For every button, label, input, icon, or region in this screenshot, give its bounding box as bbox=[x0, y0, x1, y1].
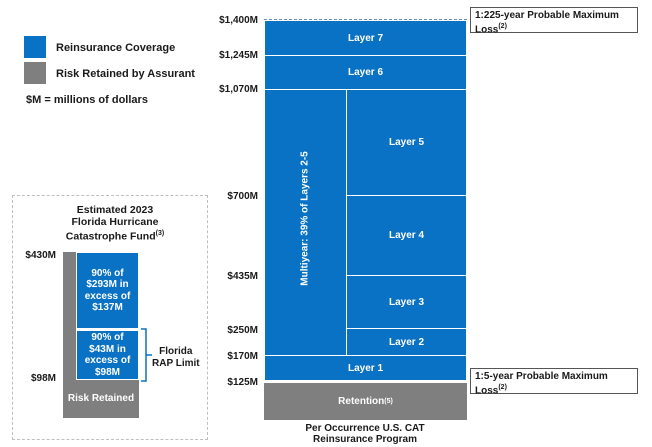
fund-risk-retained-block bbox=[63, 380, 139, 418]
fund-panel bbox=[12, 195, 208, 440]
layer-2: Layer 2 bbox=[346, 328, 467, 356]
multiyear-label: Multiyear: 39% of Layers 2-5 bbox=[299, 151, 311, 286]
retention-label: Retention bbox=[338, 396, 385, 407]
pml-225-callout-sup: (2) bbox=[498, 23, 507, 30]
program-y-label-250: $250M bbox=[227, 325, 258, 336]
legend-swatch-retained bbox=[24, 62, 46, 84]
fund-upper-block: 90% of $293M in excess of $137M bbox=[76, 252, 139, 329]
pml-5-callout-line2-wrap: Loss(2) bbox=[475, 382, 633, 396]
legend-note: $M = millions of dollars bbox=[26, 94, 148, 106]
rap-bracket bbox=[141, 328, 152, 382]
legend-label-retained: Risk Retained by Assurant bbox=[56, 68, 195, 80]
pml-225-callout: 1:225-year Probable Maximum Loss(2) bbox=[470, 7, 638, 35]
fund-upper-line1: 90% of bbox=[91, 267, 124, 279]
fund-title-line2: Florida Hurricane bbox=[71, 216, 159, 228]
fund-y-label-top: $430M bbox=[25, 250, 56, 261]
fund-lower-block: 90% of $43M in excess of $98M bbox=[76, 330, 139, 380]
rap-label-line2: RAP Limit bbox=[152, 358, 200, 369]
fund-upper-line3: excess of bbox=[84, 290, 131, 302]
pml-225-callout-line2-wrap: Loss(2) bbox=[475, 21, 633, 35]
pml-5-callout-line1: 1:5-year Probable Maximum bbox=[475, 371, 608, 382]
retention-block: Retention (5) bbox=[264, 383, 467, 420]
fund-title: Estimated 2023 Florida Hurricane Catastr… bbox=[40, 204, 190, 243]
pml-225-callout-line2: Loss bbox=[475, 24, 499, 36]
fund-title-sup: (3) bbox=[155, 230, 165, 237]
pml-225-line bbox=[264, 19, 467, 20]
layer-1: Layer 1 bbox=[264, 355, 467, 381]
fund-lower-line4: $98M bbox=[94, 366, 120, 378]
fund-y-label-bottom: $98M bbox=[30, 373, 56, 384]
fund-risk-retained-label: Risk Retained bbox=[67, 393, 135, 404]
program-y-label-700: $700M bbox=[227, 191, 258, 202]
program-y-label-1400: $1,400M bbox=[219, 15, 258, 26]
program-caption-line2: Reinsurance Program bbox=[313, 434, 417, 445]
program-y-label-435: $435M bbox=[227, 271, 258, 282]
rap-label: Florida RAP Limit bbox=[152, 346, 200, 370]
fund-title-line3-wrap: Catastrophe Fund(3) bbox=[40, 228, 190, 243]
layer-4: Layer 4 bbox=[346, 195, 467, 276]
pml-225-callout-line1: 1:225-year Probable Maximum bbox=[475, 10, 619, 21]
legend-label-reinsurance: Reinsurance Coverage bbox=[56, 42, 176, 54]
fund-upper-line2: $293M in bbox=[86, 279, 129, 290]
multiyear-column bbox=[264, 89, 347, 356]
layer-3: Layer 3 bbox=[346, 275, 467, 329]
pml-5-callout-line2: Loss bbox=[475, 385, 499, 397]
legend-swatch-reinsurance bbox=[24, 36, 46, 58]
fund-lower-line2: $43M in bbox=[89, 343, 126, 355]
fund-lower-line3: excess of bbox=[84, 355, 131, 366]
program-y-label-170: $170M bbox=[227, 351, 258, 362]
fund-title-line1: Estimated 2023 bbox=[76, 204, 154, 216]
layer-7: Layer 7 bbox=[264, 20, 467, 56]
program-caption-line1: Per Occurrence U.S. CAT bbox=[305, 423, 425, 434]
fund-upper-line4: $137M bbox=[92, 302, 123, 313]
fund-title-line3: Catastrophe Fund bbox=[65, 230, 156, 243]
retention-sup: (5) bbox=[384, 398, 393, 405]
program-y-label-1070: $1,070M bbox=[219, 84, 258, 95]
layer-5: Layer 5 bbox=[346, 89, 467, 196]
program-caption: Per Occurrence U.S. CAT Reinsurance Prog… bbox=[290, 423, 440, 445]
rap-label-line1: Florida bbox=[159, 346, 193, 357]
program-y-label-1245: $1,245M bbox=[219, 50, 258, 61]
pml-5-callout-sup: (2) bbox=[498, 384, 507, 391]
fund-retained-column bbox=[63, 252, 76, 380]
layer-6: Layer 6 bbox=[264, 55, 467, 90]
program-y-label-125: $125M bbox=[227, 377, 258, 388]
pml-5-callout: 1:5-year Probable Maximum Loss(2) bbox=[470, 368, 638, 396]
fund-lower-line1: 90% of bbox=[91, 332, 124, 343]
